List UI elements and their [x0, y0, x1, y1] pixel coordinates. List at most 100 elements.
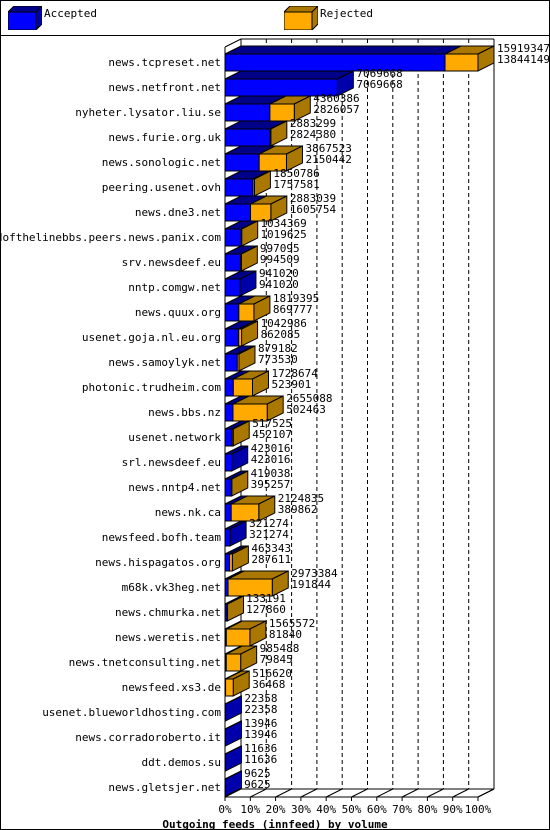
value-label-total: 517525: [252, 417, 292, 430]
x-tick-label: 70%: [392, 803, 412, 816]
value-label-accepted: 13946: [244, 728, 277, 741]
bar-rejected-front: [229, 553, 233, 572]
bar-rejected-front: [232, 378, 253, 397]
value-label-accepted: 127860: [246, 603, 286, 616]
category-label: usenet.goja.nl.eu.org: [82, 331, 221, 344]
category-label: m68k.vk3heg.net: [122, 581, 221, 594]
bar-accepted-front: [224, 278, 241, 297]
value-label-accepted: 2826057: [313, 103, 359, 116]
bar-rejected-front: [236, 353, 240, 372]
bar-accepted-side: [225, 770, 242, 797]
value-label-total: 2973384: [291, 567, 338, 580]
value-label-total: 516620: [252, 667, 292, 680]
bar-rejected-front: [226, 603, 229, 622]
floor-tick: [427, 788, 444, 798]
x-tick-label: 40%: [316, 803, 336, 816]
category-label: news.sonologic.net: [102, 156, 221, 169]
category-label: news.hispagatos.org: [95, 556, 221, 569]
bar-rejected-front: [240, 228, 243, 247]
bar-rejected-front: [258, 153, 287, 172]
value-label-accepted: 321274: [249, 528, 289, 541]
category-label: news.nk.ca: [155, 506, 221, 519]
bar-accepted-front: [224, 378, 234, 397]
category-label: nyheter.lysator.liu.se: [75, 106, 221, 119]
bar-rejected-front: [444, 53, 479, 72]
value-label-total: 13946: [244, 717, 277, 730]
value-label-accepted: 1757581: [273, 178, 319, 191]
category-label: news.tnetconsulting.net: [69, 656, 221, 669]
x-axis-title: Outgoing feeds (innfeed) by volume: [162, 818, 388, 830]
floor-tick: [376, 788, 394, 798]
value-label-total: 423016: [251, 442, 291, 455]
floor-tick: [325, 788, 343, 798]
value-label-total: 3867523: [305, 142, 351, 155]
value-label-total: 4360386: [313, 92, 359, 105]
value-label-total: 2655088: [286, 392, 332, 405]
legend: Accepted Rejected: [0, 0, 550, 36]
value-label-total: 7069668: [356, 67, 402, 80]
value-label-total: 879182: [258, 342, 298, 355]
category-label: srv.newsdeef.eu: [122, 256, 221, 269]
floor-tick: [250, 788, 267, 798]
bar-rejected-front: [252, 178, 255, 197]
value-label-total: 1728674: [271, 367, 318, 380]
floor-tick: [275, 788, 292, 798]
value-label-accepted: 994509: [260, 253, 300, 266]
bar-accepted-front: [224, 528, 231, 547]
value-label-total: 941020: [259, 267, 299, 280]
legend-accepted-label: Accepted: [44, 7, 97, 20]
category-label: news.gletsjer.net: [108, 781, 221, 794]
category-label: ddt.demos.su: [142, 756, 221, 769]
bar-rejected-front: [250, 203, 272, 222]
category-label: srl.newsdeef.eu: [122, 456, 221, 469]
value-label-accepted: 81840: [269, 628, 302, 641]
category-label: newsfeed.bofh.team: [102, 531, 222, 544]
value-label-total: 419038: [251, 467, 291, 480]
value-label-accepted: 395257: [251, 478, 291, 491]
value-label-accepted: 2824380: [290, 128, 336, 141]
category-label: news.samoylyk.net: [108, 356, 221, 369]
x-tick-label: 10%: [240, 803, 260, 816]
bar-rejected-front: [225, 653, 242, 672]
legend-rejected-label: Rejected: [320, 7, 373, 20]
bar-rejected-front: [230, 478, 233, 497]
value-label-accepted: 79845: [260, 653, 293, 666]
bar-accepted-front: [224, 328, 240, 347]
x-tick-label: 30%: [291, 803, 311, 816]
value-label-total: 2883039: [290, 192, 336, 205]
value-label-total: 22358: [244, 692, 277, 705]
bar-accepted-front: [224, 53, 446, 72]
category-label: news.chmurka.net: [115, 606, 221, 619]
value-label-accepted: 389862: [278, 503, 318, 516]
bar-accepted-front: [224, 753, 226, 772]
category-label: news.furie.org.uk: [108, 131, 221, 144]
bar-accepted-top: [224, 70, 354, 80]
value-label-accepted: 22358: [244, 703, 277, 716]
value-label-total: 321274: [249, 517, 289, 530]
category-label: photonic.trudheim.com: [82, 381, 221, 394]
bar-rejected-front: [232, 403, 268, 422]
value-label-total: 9625: [244, 767, 270, 780]
floor-tick: [452, 788, 469, 798]
plot-floor-left-edge: [224, 788, 242, 798]
value-label-total: 1850786: [273, 167, 319, 180]
value-label-accepted: 423016: [251, 453, 291, 466]
category-label: usenet.blueworldhosting.com: [42, 706, 221, 719]
value-label-accepted: 869777: [273, 303, 313, 316]
bar-rejected-front: [227, 578, 273, 597]
x-tick-label: 80%: [417, 803, 437, 816]
x-tick-label: 20%: [266, 803, 286, 816]
floor-tick: [351, 788, 368, 798]
bar-accepted-front: [224, 303, 240, 322]
bar-accepted-front: [224, 253, 242, 272]
bar-accepted-side: [225, 720, 242, 747]
x-tick-label: 50%: [342, 803, 362, 816]
bar-accepted-front: [224, 103, 271, 122]
value-label-accepted: 941020: [259, 278, 299, 291]
category-label: endofthelinebbs.peers.news.panix.com: [0, 231, 221, 244]
bar-rejected-front: [225, 678, 234, 697]
x-tick-label: 60%: [367, 803, 387, 816]
x-tick-label: 90%: [443, 803, 463, 816]
value-label-total: 15919347: [497, 42, 550, 55]
